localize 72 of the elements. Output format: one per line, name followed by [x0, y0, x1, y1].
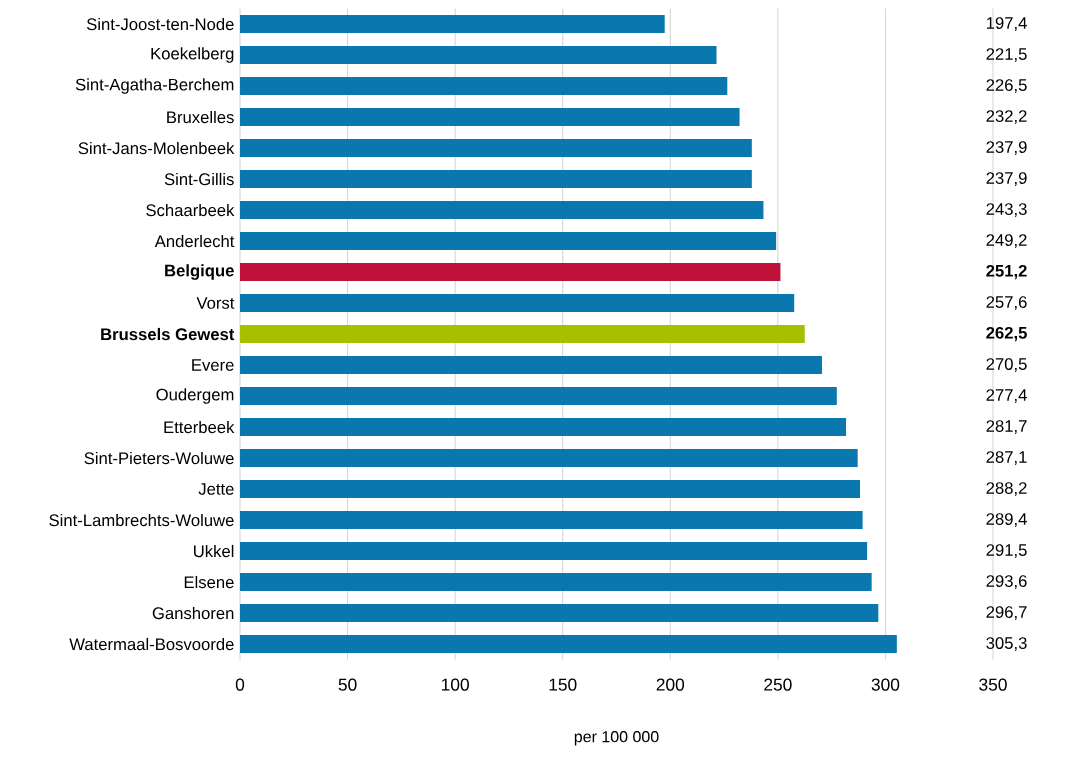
x-tick-label: 200: [656, 678, 685, 691]
bar: [240, 263, 781, 282]
bar: [240, 15, 665, 34]
x-tick-label: 300: [871, 678, 900, 691]
y-tick-label: Koekelberg: [151, 47, 234, 63]
data-label: 262,5: [986, 326, 1027, 342]
y-tick-label: Jette: [198, 483, 234, 495]
data-label: 287,1: [986, 451, 1027, 465]
data-label: 237,9: [986, 141, 1027, 155]
y-tick-label: Watermaal-Bosvoorde: [69, 637, 234, 651]
bar: [240, 449, 858, 468]
bar: [240, 511, 863, 530]
y-tick-label: Sint-Lambrechts-Woluwe: [49, 513, 234, 527]
y-tick-label: Ganshoren: [152, 606, 234, 620]
y-tick-label: Sint-Pieters-Woluwe: [84, 451, 234, 465]
y-tick-label: Etterbeek: [164, 420, 235, 434]
bar: [240, 418, 847, 437]
y-tick-label: Oudergem: [156, 388, 234, 404]
y-tick-label: Brussels Gewest: [101, 327, 235, 341]
data-label: 291,5: [986, 544, 1027, 558]
y-tick-label: Sint-Joost-ten-Node: [86, 17, 234, 31]
y-tick-label: Ukkel: [194, 544, 234, 558]
bar: [240, 46, 717, 65]
data-label: 288,2: [986, 482, 1027, 496]
x-tick-label: 150: [549, 678, 577, 691]
data-label: 251,2: [986, 264, 1027, 280]
x-tick-label: 0: [235, 678, 245, 691]
bar: [240, 232, 777, 251]
y-tick-label: Anderlecht: [154, 234, 235, 248]
data-label: 221,5: [986, 48, 1027, 62]
y-tick-label: Evere: [192, 359, 234, 371]
data-label: 257,6: [986, 296, 1027, 310]
y-tick-label: Bruxelles: [167, 110, 234, 124]
y-tick-label: Sint-Gillis: [164, 172, 234, 186]
bar: [240, 77, 728, 96]
data-label: 249,2: [986, 234, 1027, 248]
data-label: 232,2: [986, 110, 1027, 124]
y-tick-label: Sint-Agatha-Berchem: [75, 78, 234, 94]
x-axis-title: per 100 000: [574, 731, 659, 746]
bar: [240, 139, 752, 158]
y-tick-label: Sint-Jans-Molenbeek: [78, 141, 235, 155]
y-tick-label: Vorst: [196, 297, 235, 309]
bar: [240, 387, 837, 406]
x-tick-label: 100: [442, 678, 469, 691]
data-label: 270,5: [986, 358, 1027, 372]
bar: [240, 480, 861, 499]
bar: [240, 201, 764, 220]
bar: [240, 108, 740, 127]
data-label: 243,3: [986, 203, 1027, 217]
bar: [240, 356, 822, 375]
data-label: 197,4: [986, 17, 1027, 31]
data-label: 293,6: [986, 575, 1027, 589]
y-tick-label: Belgique: [165, 264, 234, 280]
data-label: 305,3: [986, 637, 1027, 651]
data-label: 281,7: [986, 420, 1027, 434]
bar: [240, 294, 795, 313]
data-label: 226,5: [986, 79, 1027, 93]
x-tick-label: 50: [338, 678, 357, 691]
bar: [240, 635, 897, 654]
x-tick-label: 350: [979, 678, 1007, 691]
bar: [240, 542, 868, 561]
data-label: 277,4: [986, 389, 1027, 403]
data-label: 237,9: [986, 172, 1027, 186]
bar: [240, 325, 805, 344]
y-tick-label: Elsene: [184, 575, 234, 589]
x-tick-label: 250: [764, 678, 792, 691]
data-label: 296,7: [986, 606, 1027, 620]
data-label: 289,4: [986, 513, 1027, 527]
bar: [240, 170, 752, 189]
bar: [240, 604, 879, 623]
bar: [240, 573, 872, 592]
y-tick-label: Schaarbeek: [146, 203, 235, 217]
